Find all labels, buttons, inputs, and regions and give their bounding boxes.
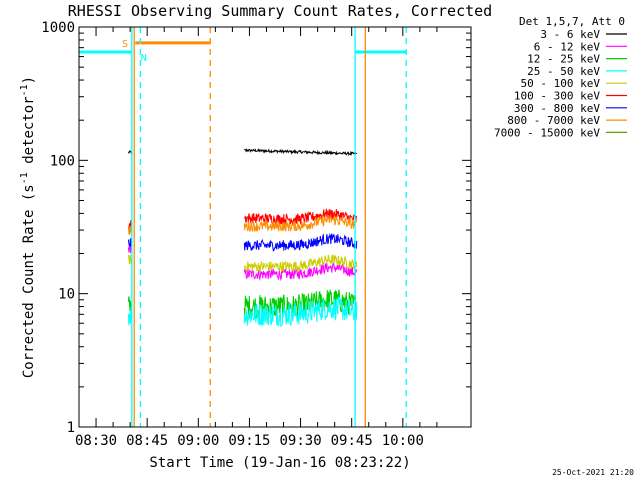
legend-title: Det 1,5,7, Att 0 [519, 15, 625, 28]
y-tick-label: 1 [67, 420, 75, 436]
legend-label: 12 - 25 keV [527, 53, 600, 66]
x-tick-label: 09:45 [331, 433, 373, 449]
series-trace [243, 261, 358, 282]
y-axis-label: Corrected Count Rate (s-1 detector-1) [19, 76, 37, 378]
series-trace [244, 147, 357, 157]
y-axis-label-main: Corrected Count Rate (s [21, 184, 37, 378]
y-axis-label-sup1: -1 [19, 172, 30, 184]
legend-label: 300 - 800 keV [514, 102, 600, 115]
legend-label: 100 - 300 keV [514, 90, 600, 103]
series-800-7000-kev [127, 214, 358, 235]
legend-label: 7000 - 15000 keV [494, 126, 600, 139]
flag-layer: SN [79, 27, 407, 427]
series-trace [243, 254, 358, 273]
x-tick-label: 08:30 [75, 433, 117, 449]
series-trace [243, 214, 358, 233]
series-trace [243, 232, 358, 252]
legend-label: 6 - 12 keV [534, 40, 601, 53]
series-300-800-kev [127, 232, 358, 252]
y-axis-label-end: ) [21, 76, 37, 84]
n-flag-label: N [141, 53, 147, 64]
series-trace [243, 208, 358, 226]
legend-label: 50 - 100 keV [521, 77, 601, 90]
legend-label: 25 - 50 keV [527, 65, 600, 78]
x-tick-label: 09:00 [177, 433, 219, 449]
x-axis-label: Start Time (19-Jan-16 08:23:22) [149, 455, 410, 471]
plot-frame [78, 26, 472, 428]
trace-layer [127, 147, 358, 328]
y-tick-label: 100 [50, 153, 75, 169]
series-3-6-kev [127, 147, 357, 157]
legend-label: 800 - 7000 keV [507, 114, 600, 127]
footer-date: 25-Oct-2021 21:20 [552, 468, 634, 477]
axes-layer: 1 10 100 1000 08:30 08:45 09:00 09:15 09:30 09:45… [41, 20, 472, 449]
x-tick-label: 09:30 [279, 433, 321, 449]
y-tick-label: 10 [58, 287, 75, 303]
y-tick-label: 1000 [41, 20, 75, 36]
x-tick-label: 10:00 [382, 433, 424, 449]
y-axis-label-sup2: -1 [19, 84, 30, 96]
chart-title: RHESSI Observing Summary Count Rates, Co… [68, 2, 492, 20]
legend-label: 3 - 6 keV [540, 28, 600, 41]
series-trace [243, 296, 358, 328]
y-axis-label-mid: detector [21, 96, 37, 172]
s-flag-label: S [122, 39, 128, 50]
x-tick-label: 09:15 [228, 433, 270, 449]
x-tick-label: 08:45 [126, 433, 168, 449]
